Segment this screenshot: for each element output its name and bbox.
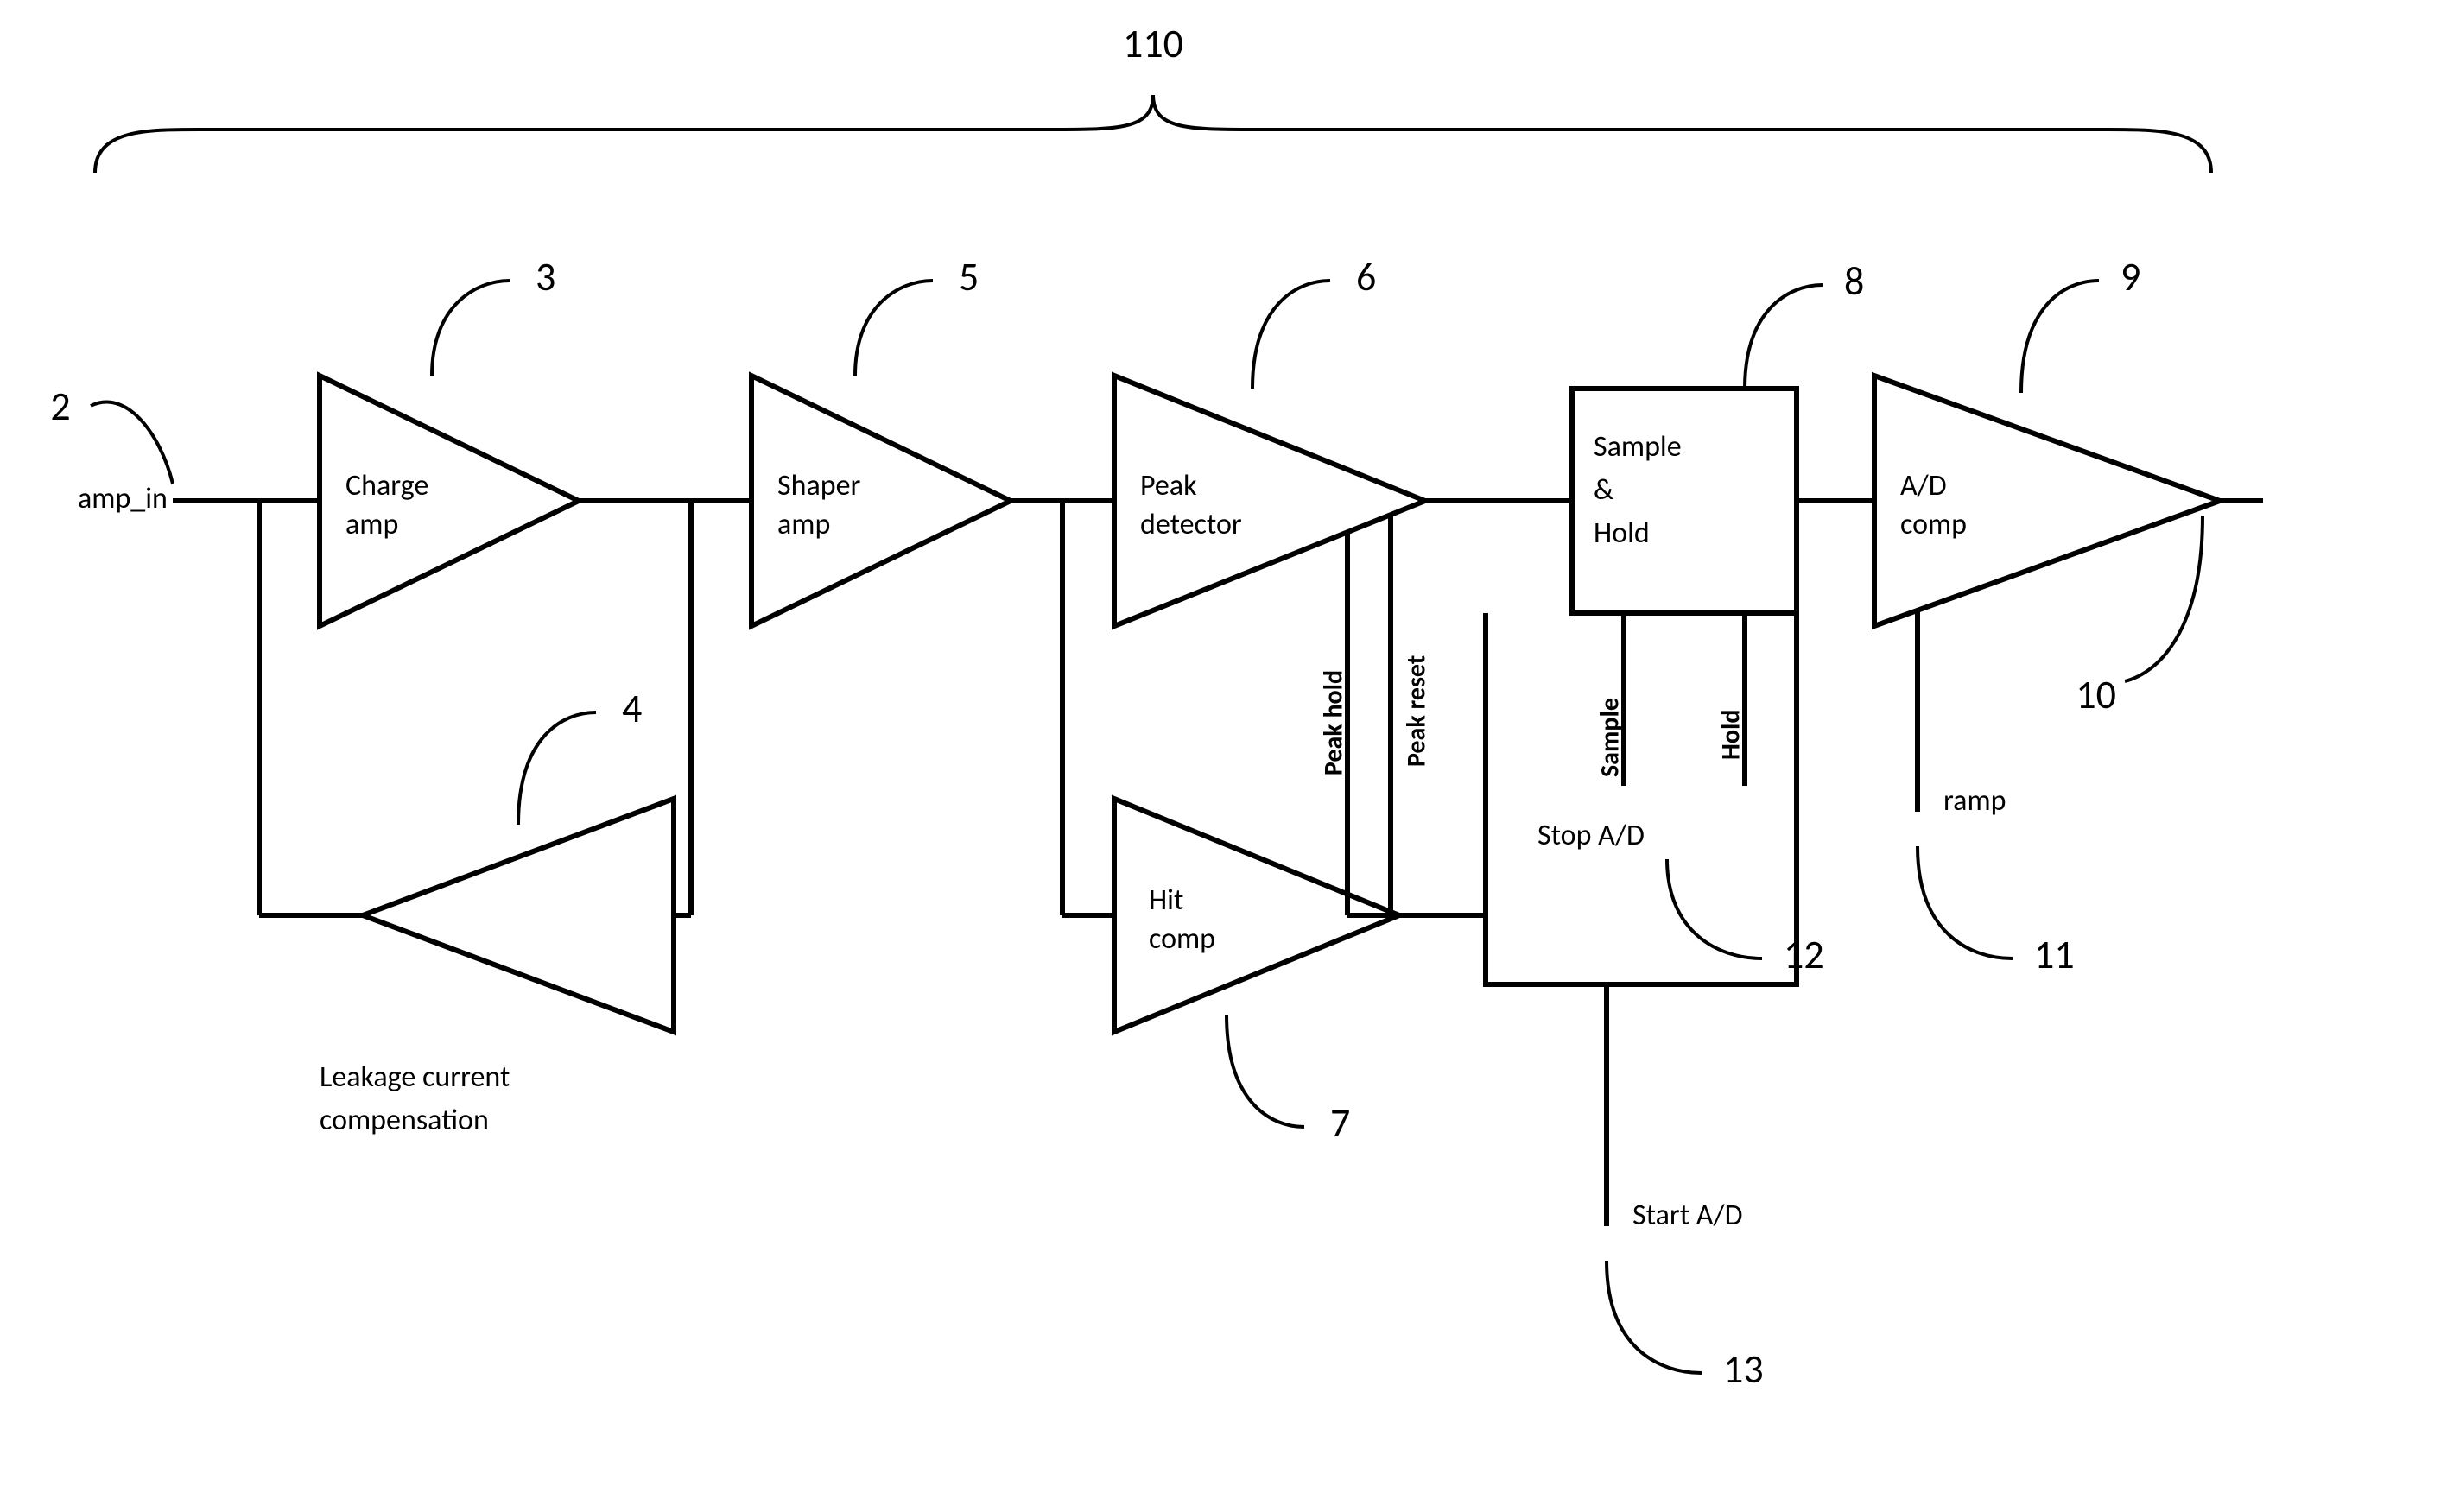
label-peak-hold: Peak hold (1317, 670, 1349, 775)
label-leakage-1: Leakage current (320, 1060, 510, 1095)
label-shaper-2: amp (777, 507, 830, 542)
label-peak-2: detector (1140, 507, 1242, 542)
label-sh-2: & (1594, 472, 1614, 508)
label-hit-2: comp (1149, 921, 1215, 957)
label-ad-2: comp (1900, 507, 1967, 542)
ref-6: 6 (1356, 253, 1376, 301)
label-ad-1: A/D (1900, 468, 1947, 503)
ref-110: 110 (1123, 20, 1183, 68)
label-peak-reset: Peak reset (1400, 655, 1432, 767)
label-start-ad: Start A/D (1632, 1198, 1743, 1233)
label-shaper-1: Shaper (777, 468, 861, 503)
ref-10: 10 (2076, 671, 2116, 719)
label-sh-3: Hold (1594, 516, 1650, 551)
ref-5: 5 (959, 253, 979, 301)
label-charge-amp-1: Charge (345, 468, 428, 503)
label-charge-amp-2: amp (345, 507, 398, 542)
label-sample: Sample (1594, 698, 1626, 777)
label-hold: Hold (1715, 709, 1746, 760)
ref-11: 11 (2034, 931, 2075, 979)
label-sh-1: Sample (1594, 429, 1682, 465)
ref-9: 9 (2121, 253, 2140, 301)
label-leakage-2: compensation (320, 1103, 489, 1138)
label-amp-in: amp_in (78, 481, 168, 516)
label-stop-ad: Stop A/D (1537, 818, 1645, 853)
label-hit-1: Hit (1149, 883, 1183, 918)
ref-7: 7 (1330, 1099, 1350, 1148)
ref-8: 8 (1844, 257, 1864, 306)
ref-13: 13 (1723, 1345, 1764, 1394)
ref-3: 3 (536, 253, 555, 301)
label-peak-1: Peak (1140, 468, 1197, 503)
ref-2: 2 (50, 383, 70, 431)
ref-4: 4 (622, 685, 642, 733)
ref-12: 12 (1784, 931, 1824, 979)
label-ramp: ramp (1943, 783, 2006, 819)
